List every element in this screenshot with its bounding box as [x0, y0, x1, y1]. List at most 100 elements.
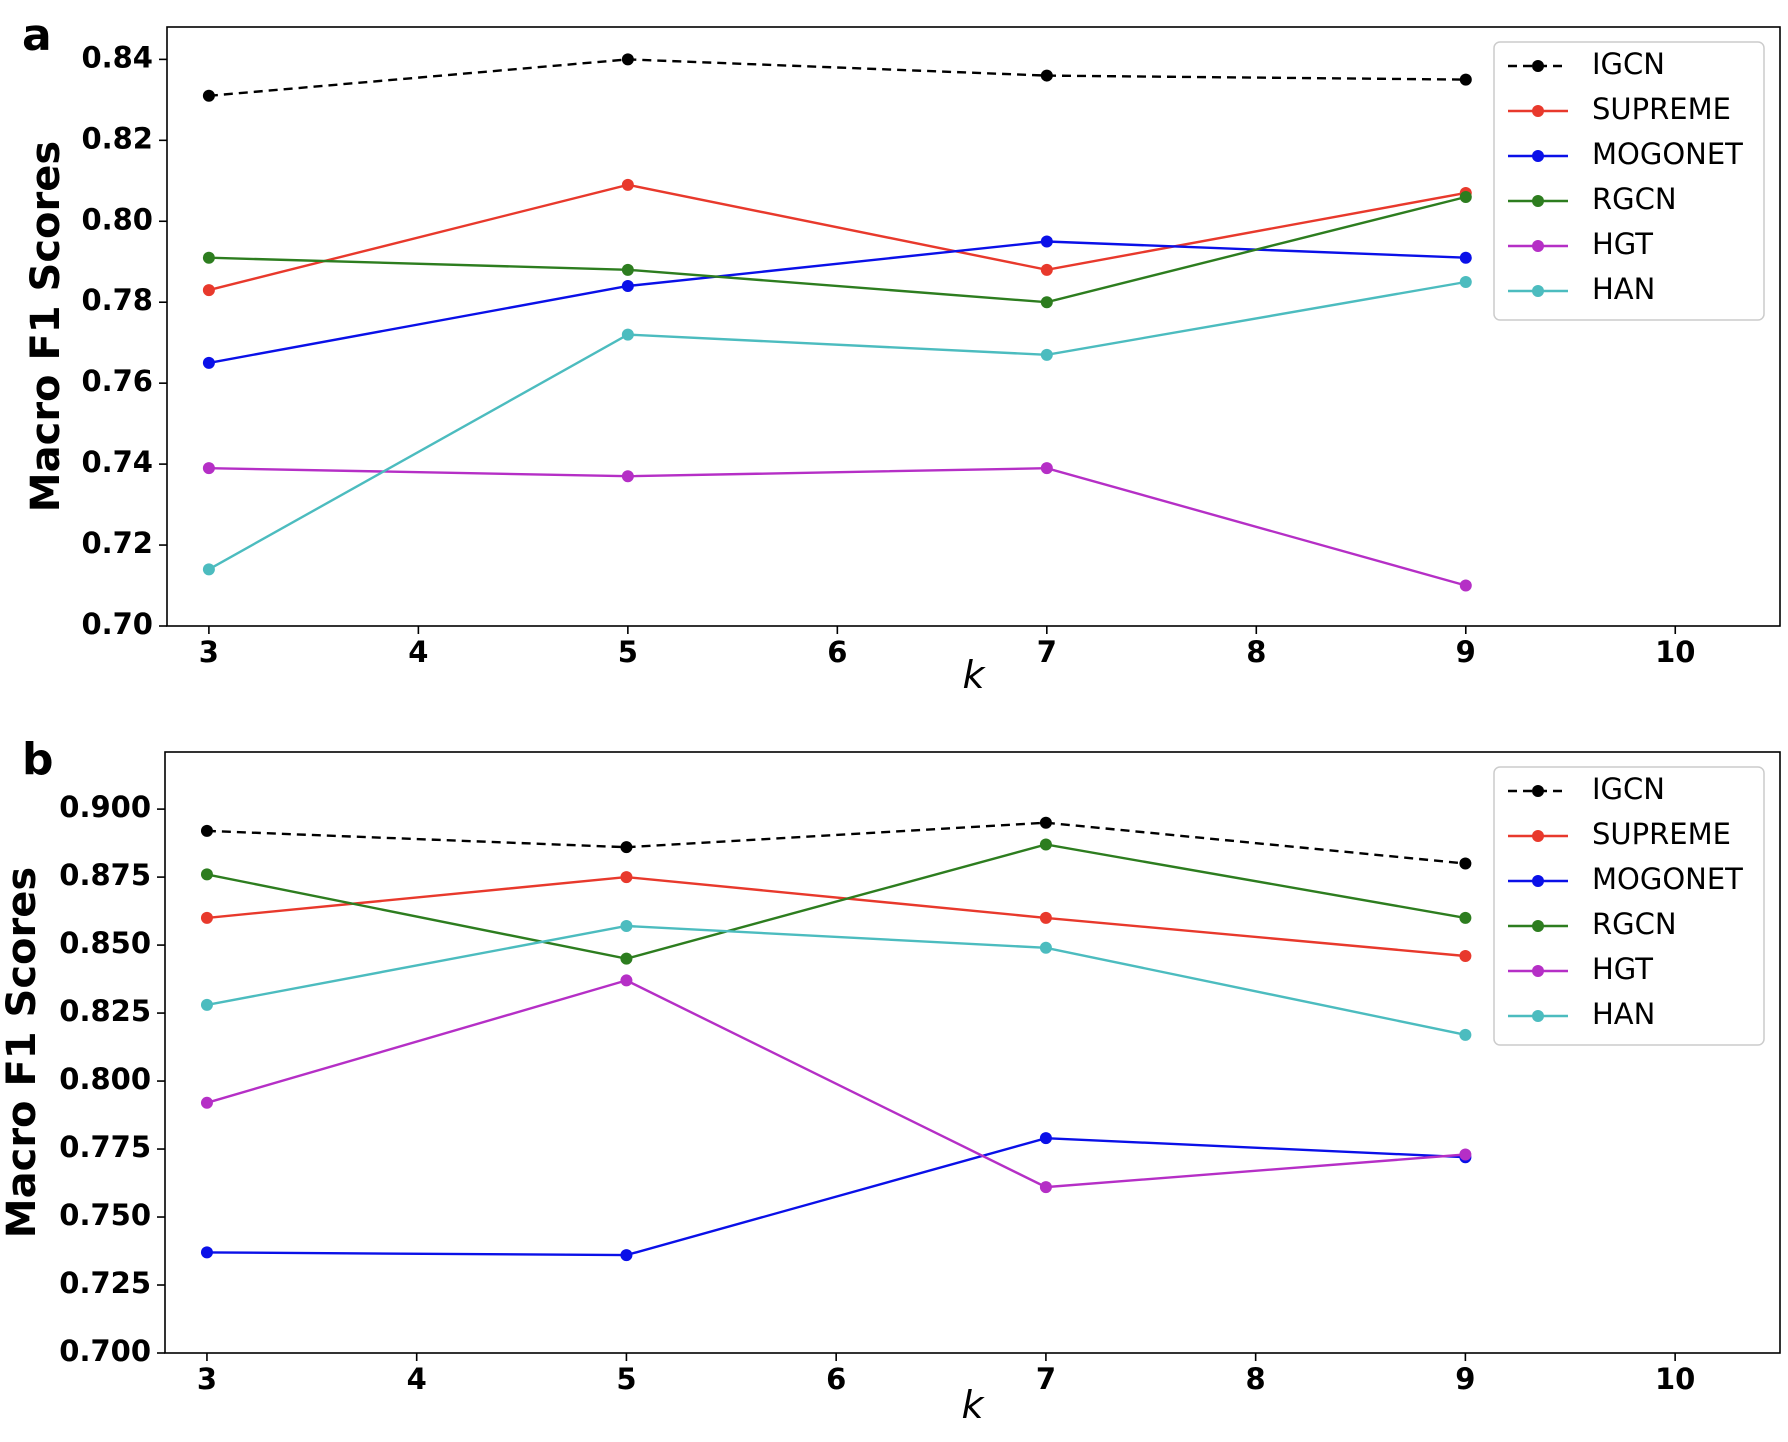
legend-marker-supreme [1532, 105, 1544, 117]
data-point-hgt [1459, 1148, 1472, 1161]
data-point-hgt [621, 470, 634, 483]
legend-label-han: HAN [1592, 997, 1655, 1031]
data-point-hgt [200, 1096, 213, 1109]
data-point-hgt [1040, 462, 1053, 475]
y-tick-label: 0.875 [59, 858, 151, 892]
legend-marker-mogonet [1532, 150, 1544, 162]
series-supreme [200, 871, 1472, 962]
legend-label-mogonet: MOGONET [1592, 862, 1743, 896]
series-line-han [206, 924, 1466, 1036]
legend-label-han: HAN [1592, 272, 1655, 306]
data-point-han [1459, 275, 1472, 288]
x-tick-label: 8 [1246, 635, 1266, 669]
data-point-hgt [202, 462, 215, 475]
legend-label-rgcn: RGCN [1592, 907, 1677, 941]
y-tick-label: 0.82 [81, 121, 153, 155]
data-point-han [1040, 348, 1053, 361]
data-point-igcn [620, 841, 633, 854]
data-point-mogonet [200, 1246, 213, 1259]
data-point-mogonet [1040, 235, 1053, 248]
legend-marker-mogonet [1532, 875, 1544, 887]
data-point-mogonet [202, 356, 215, 369]
data-point-han [1459, 1028, 1472, 1041]
data-point-supreme [620, 871, 633, 884]
data-point-igcn [1459, 73, 1472, 86]
data-point-igcn [1039, 816, 1052, 829]
legend-label-igcn: IGCN [1592, 772, 1665, 806]
legend-label-hgt: HGT [1592, 227, 1653, 261]
y-tick-label: 0.750 [59, 1198, 151, 1232]
legend-label-hgt: HGT [1592, 952, 1653, 986]
data-point-mogonet [621, 280, 634, 293]
series-hgt [202, 462, 1472, 592]
legend-label-supreme: SUPREME [1592, 817, 1731, 851]
x-tick-label: 10 [1655, 1362, 1695, 1396]
series-han [202, 275, 1472, 576]
data-point-igcn [200, 824, 213, 837]
data-point-rgcn [1040, 296, 1053, 309]
legend-label-mogonet: MOGONET [1592, 137, 1743, 171]
data-point-supreme [202, 284, 215, 297]
legend-marker-han [1532, 285, 1544, 297]
chart-panel-a: a 0.70 0.72 0.74 0.76 0.78 0.80 0.82 0.84 3 4 5 6 7 8 9… [22, 10, 1781, 697]
x-tick-label: 4 [407, 1362, 427, 1396]
legend-marker-supreme [1532, 830, 1544, 842]
series-line-igcn [208, 58, 1466, 97]
plot-frame [164, 751, 1781, 1354]
legend: IGCN SUPREME MOGONET RGCN HGT HAN [1493, 41, 1765, 321]
data-point-hgt [620, 974, 633, 987]
y-axis-label: Macro F1 Scores [23, 141, 69, 512]
x-tick-label: 5 [616, 1362, 636, 1396]
data-point-rgcn [1459, 190, 1472, 203]
x-tick-label: 5 [618, 635, 638, 669]
data-point-igcn [1040, 69, 1053, 82]
series-line-hgt [208, 466, 1467, 587]
x-tick-label: 7 [1037, 635, 1057, 669]
data-point-hgt [1459, 579, 1472, 592]
x-tick-label: 10 [1655, 635, 1695, 669]
series-rgcn [202, 190, 1472, 309]
data-point-rgcn [1459, 911, 1472, 924]
y-tick-label: 0.850 [59, 926, 151, 960]
series-line-rgcn [208, 195, 1467, 304]
x-tick-label: 9 [1456, 635, 1476, 669]
data-point-mogonet [620, 1249, 633, 1262]
series-hgt [200, 974, 1472, 1194]
x-tick-label: 3 [197, 1362, 217, 1396]
series-line-han [208, 280, 1467, 571]
x-tick-label: 8 [1246, 1362, 1266, 1396]
data-point-mogonet [1459, 251, 1472, 264]
series-line-supreme [208, 183, 1467, 292]
panel-label: a [22, 10, 52, 61]
data-point-hgt [1039, 1181, 1052, 1194]
legend-marker-hgt [1532, 240, 1544, 252]
y-axis-label: Macro F1 Scores [0, 867, 45, 1238]
series-han [200, 920, 1472, 1041]
data-point-supreme [1039, 911, 1052, 924]
data-point-supreme [1040, 263, 1053, 276]
legend-marker-rgcn [1532, 195, 1544, 207]
data-point-rgcn [1039, 838, 1052, 851]
data-point-han [621, 328, 634, 341]
legend-label-rgcn: RGCN [1592, 182, 1677, 216]
legend-marker-rgcn [1532, 920, 1544, 932]
x-tick-label: 4 [408, 635, 428, 669]
series-mogonet [202, 235, 1472, 369]
series-igcn [202, 53, 1472, 102]
series-line-mogonet [206, 1136, 1466, 1257]
data-point-han [1039, 941, 1052, 954]
plot-frame [166, 26, 1781, 627]
series-line-igcn [206, 821, 1466, 865]
data-point-supreme [621, 178, 634, 191]
y-tick-label: 0.700 [59, 1334, 151, 1368]
data-point-igcn [1459, 857, 1472, 870]
y-tick-label: 0.78 [81, 283, 153, 317]
legend-marker-han [1532, 1010, 1544, 1022]
series-rgcn [200, 838, 1472, 965]
data-point-igcn [621, 53, 634, 66]
legend-marker-igcn [1532, 60, 1544, 72]
y-tick-label: 0.800 [59, 1062, 151, 1096]
data-point-igcn [202, 89, 215, 102]
x-tick-label: 7 [1036, 1362, 1056, 1396]
